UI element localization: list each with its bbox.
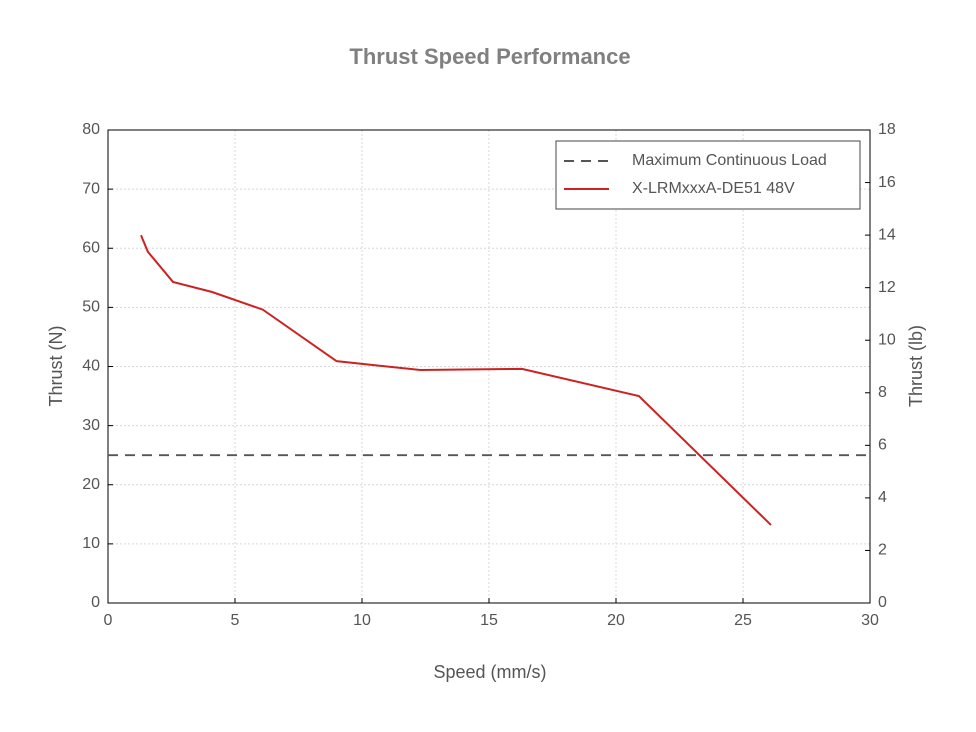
- x-axis-label: Speed (mm/s): [433, 662, 546, 682]
- y2-tick-label: 10: [878, 331, 896, 348]
- y-tick-label: 80: [82, 121, 100, 138]
- x-tick-label: 10: [353, 612, 371, 629]
- y2-axis-label: Thrust (lb): [906, 325, 926, 407]
- x-tick-label: 5: [231, 612, 240, 629]
- x-tick-label: 20: [607, 612, 625, 629]
- y2-tick-label: 16: [878, 174, 896, 191]
- legend-label: Maximum Continuous Load: [632, 152, 827, 169]
- y-tick-label: 0: [91, 594, 100, 611]
- y2-tick-label: 14: [878, 226, 896, 243]
- x-tick-label: 0: [104, 612, 113, 629]
- y-tick-label: 10: [82, 535, 100, 552]
- y2-tick-label: 2: [878, 542, 887, 559]
- x-tick-label: 30: [861, 612, 879, 629]
- x-tick-label: 25: [734, 612, 752, 629]
- y-tick-label: 60: [82, 239, 100, 256]
- y2-tick-label: 0: [878, 594, 887, 611]
- y2-tick-label: 8: [878, 384, 887, 401]
- legend-label: X-LRMxxxA-DE51 48V: [632, 180, 795, 197]
- y-tick-label: 40: [82, 358, 100, 375]
- plot-frame: [107, 129, 871, 604]
- y-tick-label: 50: [82, 299, 100, 316]
- y-axis-label: Thrust (N): [46, 326, 66, 407]
- y-tick-label: 30: [82, 417, 100, 434]
- y2-tick-label: 6: [878, 437, 887, 454]
- y-tick-label: 20: [82, 476, 100, 493]
- y2-tick-label: 4: [878, 489, 887, 506]
- y-tick-label: 70: [82, 180, 100, 197]
- chart-title: Thrust Speed Performance: [349, 44, 630, 69]
- y2-tick-label: 12: [878, 279, 896, 296]
- x-tick-label: 15: [480, 612, 498, 629]
- y2-tick-label: 18: [878, 121, 896, 138]
- legend-box: [555, 140, 861, 210]
- series-line: [140, 234, 772, 526]
